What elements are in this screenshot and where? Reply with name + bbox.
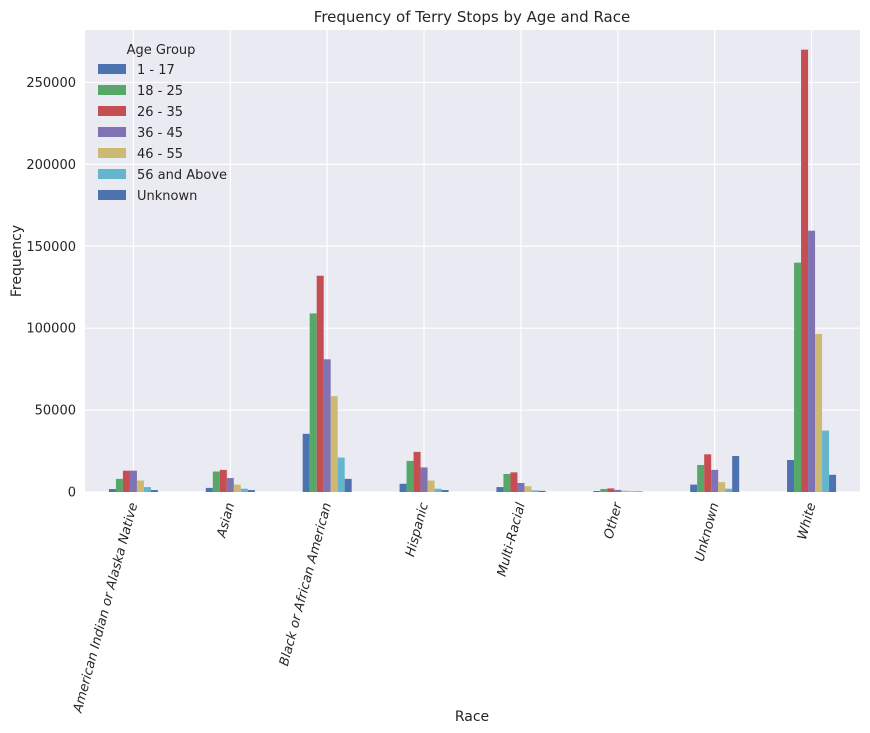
- bar: [510, 472, 518, 492]
- legend-swatch: [98, 85, 126, 95]
- y-tick-label: 0: [68, 486, 76, 501]
- bar: [136, 480, 144, 492]
- bar: [399, 483, 407, 492]
- legend-label: 56 and Above: [137, 168, 227, 183]
- legend-label: 18 - 25: [137, 84, 183, 99]
- bar: [420, 467, 428, 492]
- bar: [129, 470, 137, 492]
- legend-label: 26 - 35: [137, 105, 183, 120]
- bar: [143, 487, 151, 492]
- y-axis-ticks: 0 50000 100000 150000 200000 250000: [26, 76, 76, 501]
- plot-background: [85, 30, 860, 492]
- bar: [725, 488, 733, 492]
- x-tick-label: Black or African American: [277, 501, 335, 668]
- bar: [316, 275, 324, 492]
- legend-swatch: [98, 169, 126, 179]
- legend-label: 1 - 17: [137, 63, 175, 78]
- bar: [829, 474, 837, 492]
- bar: [531, 490, 539, 492]
- chart-title: Frequency of Terry Stops by Age and Race: [314, 8, 630, 26]
- bar: [434, 488, 442, 492]
- legend-swatch: [98, 64, 126, 74]
- bar: [212, 471, 220, 492]
- bar: [302, 433, 310, 492]
- bar: [628, 491, 636, 492]
- bar: [815, 333, 823, 492]
- bar: [808, 230, 816, 493]
- x-tick-label: White: [795, 501, 819, 541]
- legend-swatch: [98, 106, 126, 116]
- x-axis-ticks: American Indian or Alaska Native Asian Bla…: [70, 500, 819, 716]
- bar: [704, 454, 712, 492]
- bar: [711, 469, 719, 492]
- bar: [593, 491, 601, 492]
- bar: [406, 460, 414, 492]
- y-tick-label: 50000: [35, 404, 76, 419]
- bar: [787, 460, 795, 492]
- bar: [621, 490, 629, 492]
- bar: [323, 359, 331, 492]
- bar: [732, 455, 740, 492]
- bar: [219, 469, 227, 492]
- legend-title: Age Group: [127, 43, 196, 58]
- bar: [718, 482, 726, 492]
- bar: [690, 484, 698, 492]
- bars: [108, 49, 837, 493]
- legend-label: Unknown: [137, 189, 197, 204]
- x-tick-label: Unknown: [692, 501, 722, 563]
- bar: [309, 313, 317, 492]
- bar: [330, 396, 338, 492]
- y-tick-label: 250000: [26, 76, 76, 91]
- bar: [108, 489, 116, 492]
- bar: [614, 489, 622, 492]
- bar: [600, 489, 608, 492]
- legend-label: 36 - 45: [137, 126, 183, 141]
- bar: [503, 473, 511, 492]
- bar: [427, 480, 435, 492]
- bar: [801, 49, 809, 492]
- x-tick-label: Asian: [214, 501, 238, 540]
- bar: [247, 490, 255, 492]
- bar: [697, 464, 705, 492]
- x-tick-label: Multi-Racial: [495, 501, 529, 578]
- bar: [240, 488, 248, 492]
- bar: [607, 488, 615, 492]
- bar: [538, 490, 546, 492]
- bar: [794, 262, 802, 492]
- bar: [226, 478, 234, 492]
- legend-swatch: [98, 148, 126, 158]
- bar: [233, 484, 241, 492]
- legend-label: 46 - 55: [137, 147, 183, 162]
- legend: Age Group 1 - 17 18 - 25 26 - 35 36 - 45 46 …: [98, 43, 227, 204]
- bar: [822, 430, 830, 492]
- bar: [496, 487, 504, 492]
- bar: [337, 457, 345, 492]
- bar: [115, 478, 123, 492]
- y-tick-label: 150000: [26, 240, 76, 255]
- bar: [413, 451, 421, 492]
- x-axis-label: Race: [455, 709, 489, 725]
- legend-swatch: [98, 190, 126, 200]
- bar: [524, 486, 532, 492]
- bar: [122, 470, 130, 492]
- y-axis-label: Frequency: [9, 225, 25, 297]
- y-tick-label: 200000: [26, 158, 76, 173]
- legend-swatch: [98, 127, 126, 137]
- x-tick-label: American Indian or Alaska Native: [70, 501, 141, 715]
- x-tick-label: Other: [602, 500, 626, 541]
- bar: [344, 478, 352, 492]
- x-tick-label: Hispanic: [403, 501, 432, 558]
- bar: [150, 490, 158, 492]
- bar: [441, 490, 449, 492]
- y-tick-label: 100000: [26, 322, 76, 337]
- bar: [517, 482, 525, 492]
- bar: [205, 487, 213, 492]
